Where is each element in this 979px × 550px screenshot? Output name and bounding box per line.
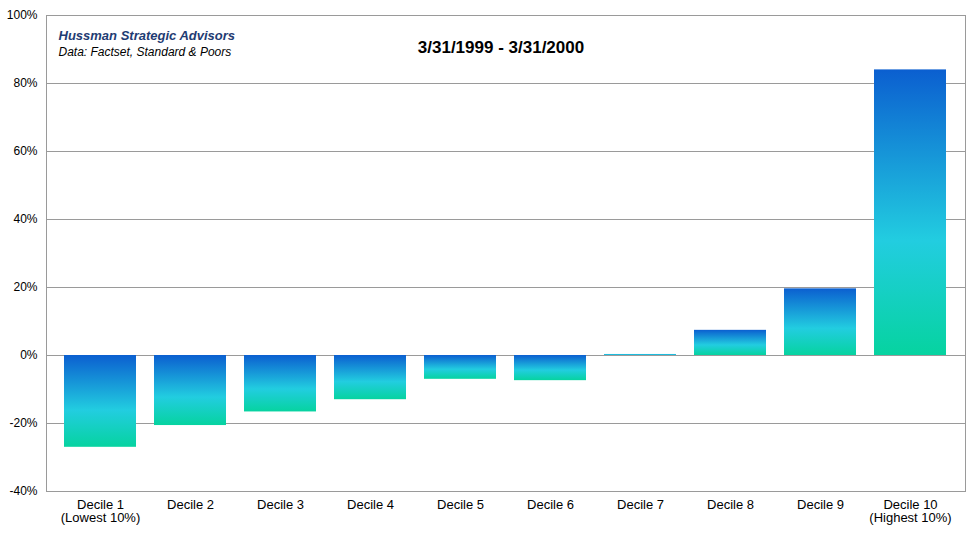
- svg-text:0%: 0%: [20, 348, 38, 362]
- svg-text:Decile 6: Decile 6: [527, 497, 574, 512]
- svg-text:-40%: -40%: [9, 484, 37, 498]
- svg-text:Decile 3: Decile 3: [257, 497, 304, 512]
- svg-text:60%: 60%: [13, 144, 37, 158]
- svg-text:Hussman Strategic Advisors: Hussman Strategic Advisors: [59, 28, 236, 43]
- svg-text:Data: Factset, Standard & Poor: Data: Factset, Standard & Poors: [59, 45, 232, 59]
- svg-text:40%: 40%: [13, 212, 37, 226]
- svg-text:Decile 8: Decile 8: [707, 497, 754, 512]
- svg-text:Decile 5: Decile 5: [437, 497, 484, 512]
- svg-text:Decile 1(Lowest 10%): Decile 1(Lowest 10%): [61, 497, 140, 525]
- svg-text:3/31/1999 - 3/31/2000: 3/31/1999 - 3/31/2000: [418, 38, 584, 57]
- svg-text:Decile 4: Decile 4: [347, 497, 394, 512]
- svg-text:80%: 80%: [13, 76, 37, 90]
- svg-text:Decile 10(Highest 10%): Decile 10(Highest 10%): [869, 497, 951, 525]
- svg-text:-20%: -20%: [9, 416, 37, 430]
- svg-text:20%: 20%: [13, 280, 37, 294]
- svg-text:100%: 100%: [7, 8, 38, 22]
- svg-text:Decile 7: Decile 7: [617, 497, 664, 512]
- svg-text:Decile 9: Decile 9: [797, 497, 844, 512]
- svg-text:Decile 2: Decile 2: [167, 497, 214, 512]
